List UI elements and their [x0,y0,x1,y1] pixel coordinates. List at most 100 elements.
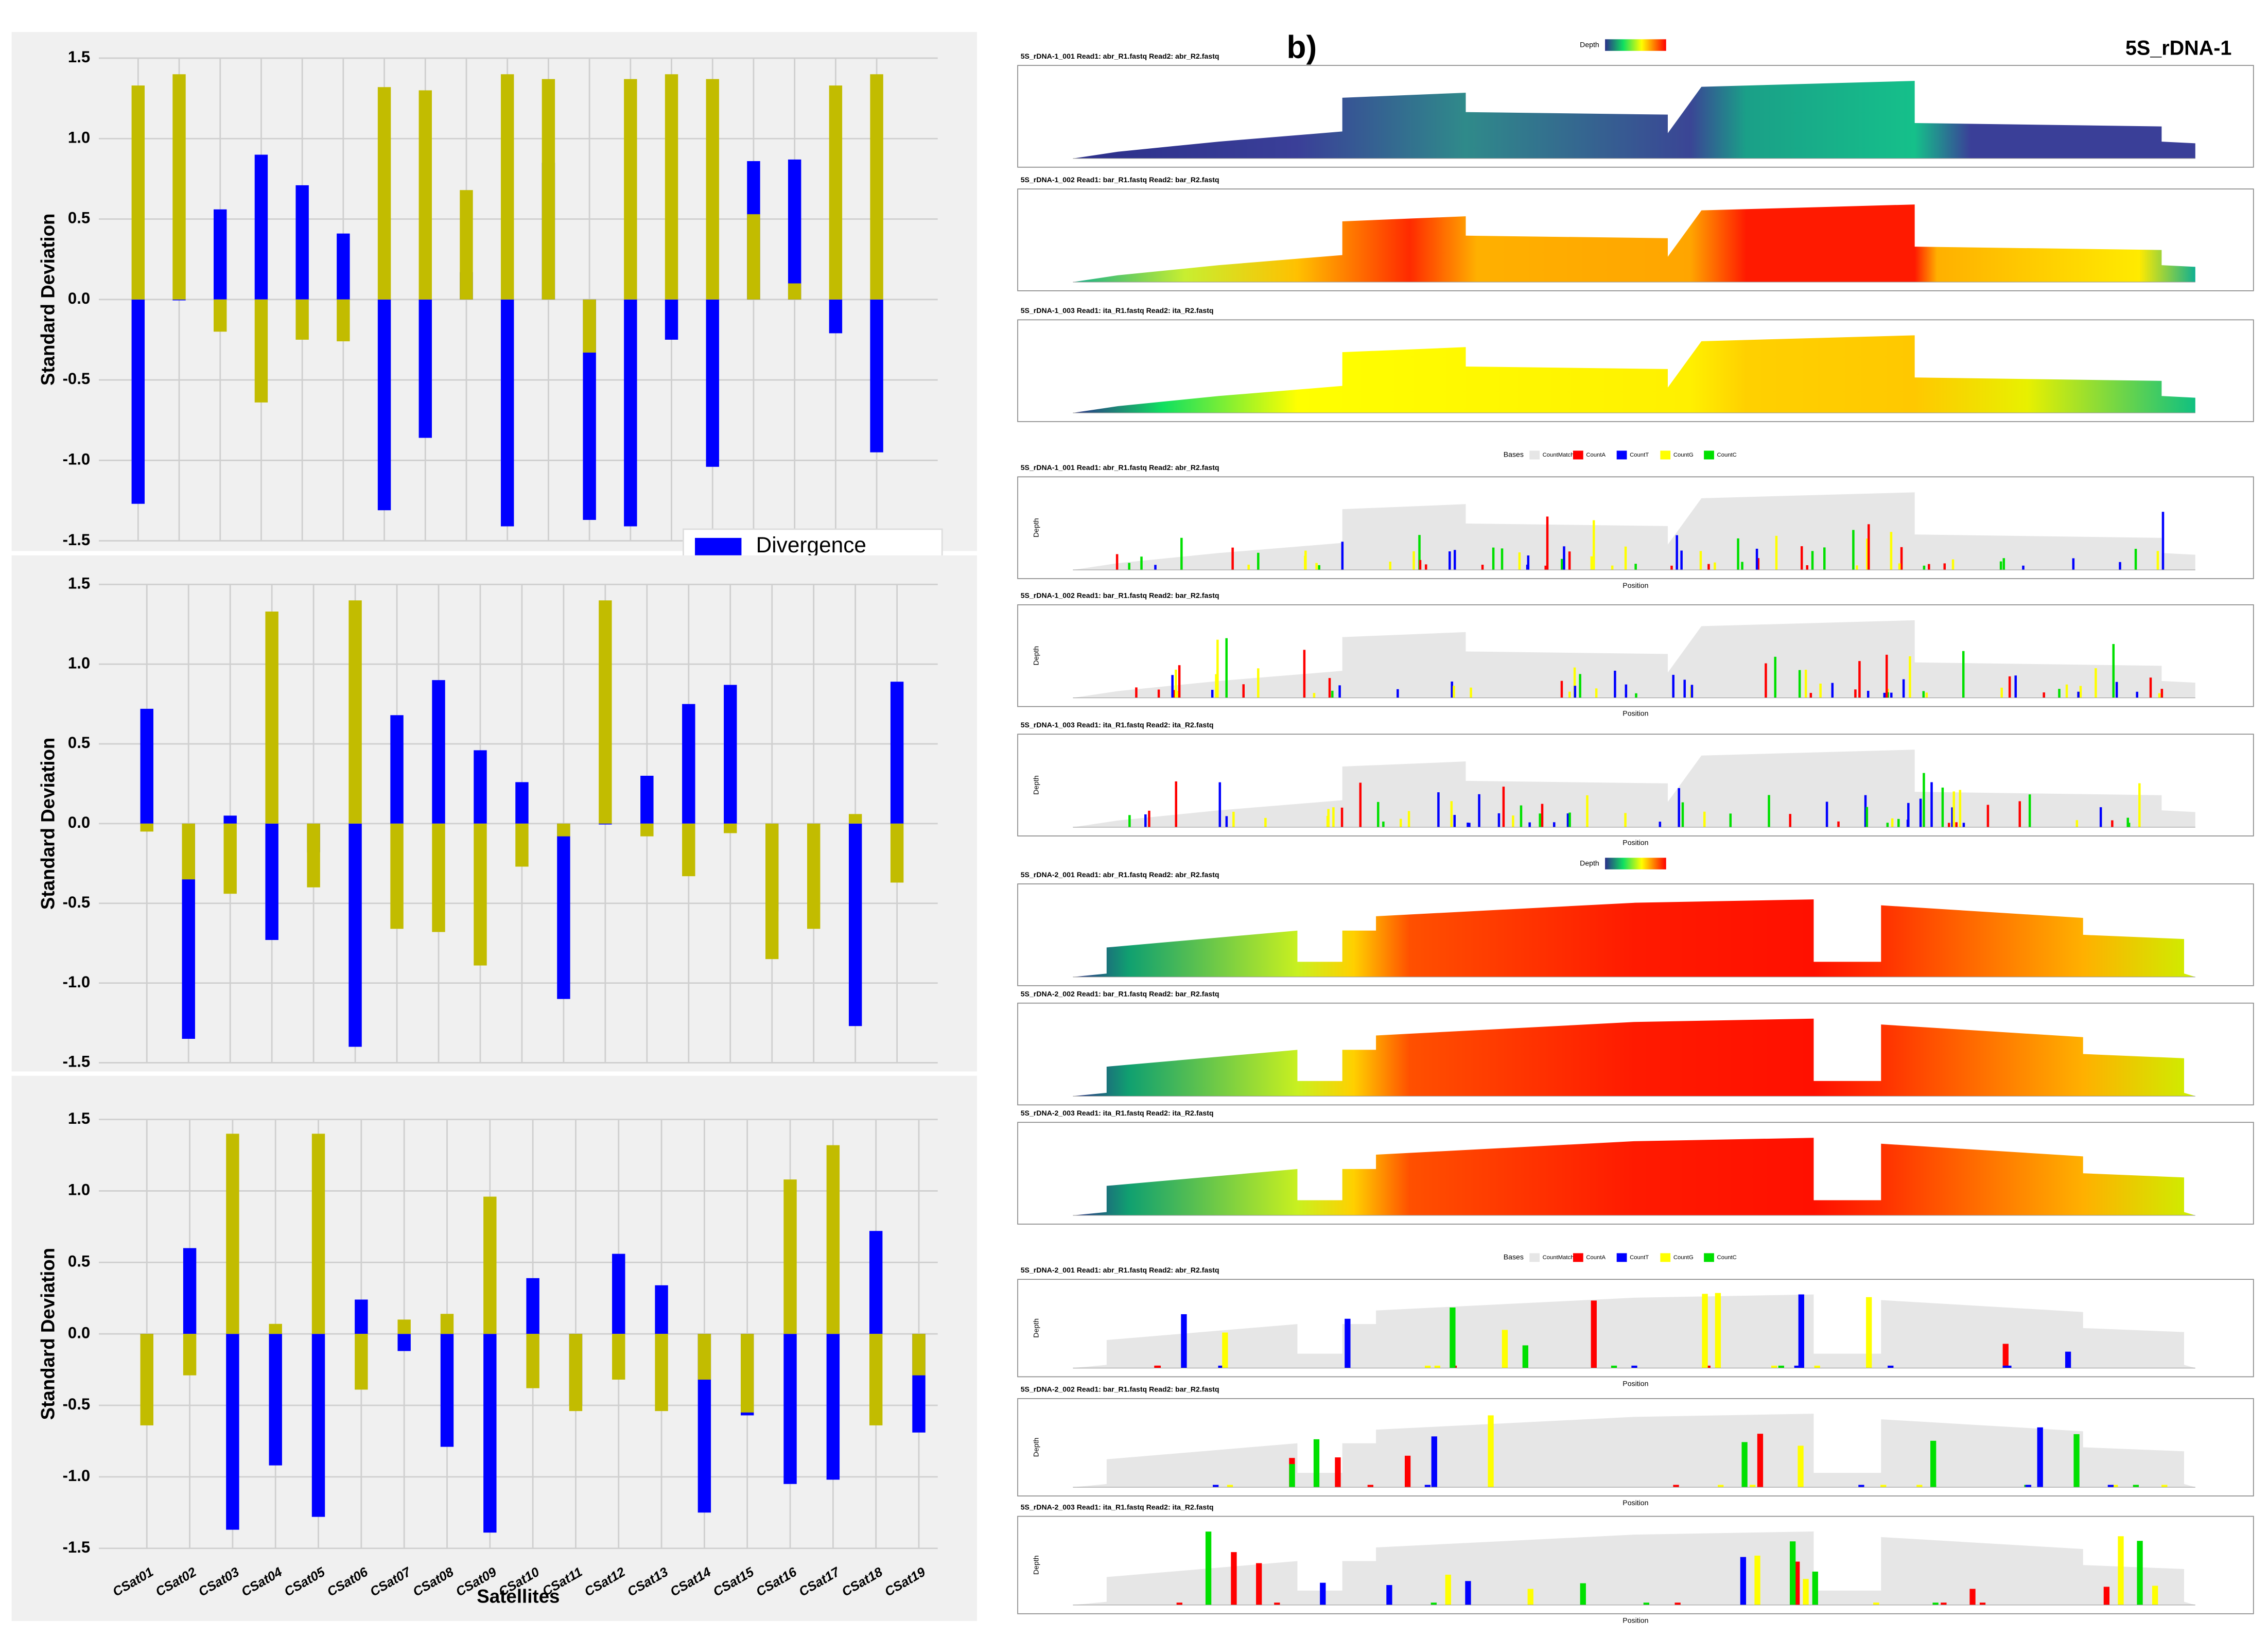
variant-spike [1683,680,1686,698]
variant-spike [1561,559,1563,570]
variant-spike [1544,565,1547,570]
variant-spike [1400,819,1402,827]
variant-spike [2099,807,2102,827]
bar [295,299,309,340]
variant-spike [1680,550,1683,570]
variant-spike [1923,773,1925,827]
variant-spike [1898,563,1901,570]
variant-spike [1928,564,1930,570]
variant-spike [1798,670,1801,698]
variant-spike [2002,558,2005,570]
plot-title: 5S_rDNA-1_002 Read1: bar_R1.fastq Read2:… [1021,591,1219,600]
variant-spike [2025,1485,2032,1488]
variant-spike [1592,520,1595,570]
variant-spike [1231,547,1234,570]
variant-spike [1468,823,1471,827]
bases-label: CountG [1673,1255,1694,1261]
bar [640,823,654,837]
bases-swatch [1616,450,1627,460]
variant-spike [1907,803,1910,827]
variant-spike [1674,1603,1681,1605]
bar [788,159,801,300]
colorbar [1605,858,1666,869]
variant-spike [1897,819,1900,827]
variant-spike [1947,823,1950,827]
bar [526,1334,539,1388]
bases-label: CountA [1586,1255,1606,1261]
bar [460,190,473,300]
variant-spike [1678,788,1680,827]
variant-spike [1959,790,1962,827]
variant-spike [1140,556,1143,570]
variant-spike [2077,691,2080,698]
variant-spike [1823,547,1826,570]
variant-spike [1115,554,1119,570]
variant-spike [1453,550,1456,570]
variant-spike [2152,1586,2158,1605]
variant-spike [1213,1485,1219,1488]
variant-spike [1526,564,1529,570]
bar [337,233,350,300]
variant-spike [1520,805,1523,827]
colorbar-title: Depth [1580,859,1599,867]
variant-spike [1264,817,1267,827]
variant-spike [1803,1579,1809,1605]
y-tick-label: -1.0 [63,973,91,991]
y-tick-label: 0.5 [68,734,90,752]
variant-spike [1825,802,1828,827]
variant-spike [1943,563,1946,570]
plot-title: 5S_rDNA-2_002 Read1: bar_R1.fastq Read2:… [1021,1385,1219,1394]
variant-spike [1702,1294,1708,1368]
y-axis-label: Standard Deviation [38,1248,59,1420]
bases-title: Bases [1504,450,1524,459]
variant-spike [1470,687,1472,698]
variant-spike [1765,663,1767,698]
variant-spike [1729,813,1732,827]
variant-spike [1754,1555,1760,1605]
variant-spike [1800,546,1803,570]
plot-y-label: Depth [1032,518,1040,537]
variant-spike [2079,686,2082,698]
y-tick-label: 1.5 [68,48,90,66]
variant-spike [1541,804,1544,827]
bar [254,299,268,403]
plot-x-label: Position [1623,839,1648,847]
y-axis-label: Standard Deviation [38,214,59,386]
variant-spike [1699,551,1702,570]
variant-spike [1673,1485,1679,1488]
bar [542,79,555,300]
variant-spike [1888,1365,1894,1368]
variant-spike [2095,668,2097,698]
variant-spike [1811,551,1814,570]
plot-title: 5S_rDNA-1_003 Read1: ita_R1.fastq Read2:… [1021,721,1214,729]
colorbar [1605,39,1666,51]
coverage-area [1073,899,2195,977]
plot-title: 5S_rDNA-1_001 Read1: abr_R1.fastq Read2:… [1021,52,1219,60]
bar [783,1334,797,1484]
variant-spike [2136,691,2138,698]
variant-spike [1883,692,1886,698]
bar [807,823,821,929]
variant-spike [1501,548,1504,570]
plot-x-label: Position [1623,1616,1648,1625]
variant-spike [1864,795,1867,827]
bar [214,209,227,300]
variant-spike [1590,556,1593,570]
y-tick-label: -1.0 [63,1467,91,1485]
variant-spike [1320,1582,1326,1605]
bases-swatch [1704,450,1714,460]
variant-spike [1624,813,1627,827]
variant-spike [1453,686,1455,698]
y-tick-label: 1.0 [68,128,90,146]
variant-spike [1449,551,1451,570]
variant-spike [2073,1434,2080,1488]
bar [870,74,883,300]
variant-spike [1326,815,1329,827]
variant-spike [1341,542,1344,570]
variant-spike [1880,1485,1887,1488]
plot-y-label: Depth [1032,775,1040,795]
y-tick-label: 1.0 [68,654,90,672]
bar [515,782,529,824]
variant-spike [1902,679,1905,698]
plot-y-label: Depth [1032,646,1040,666]
